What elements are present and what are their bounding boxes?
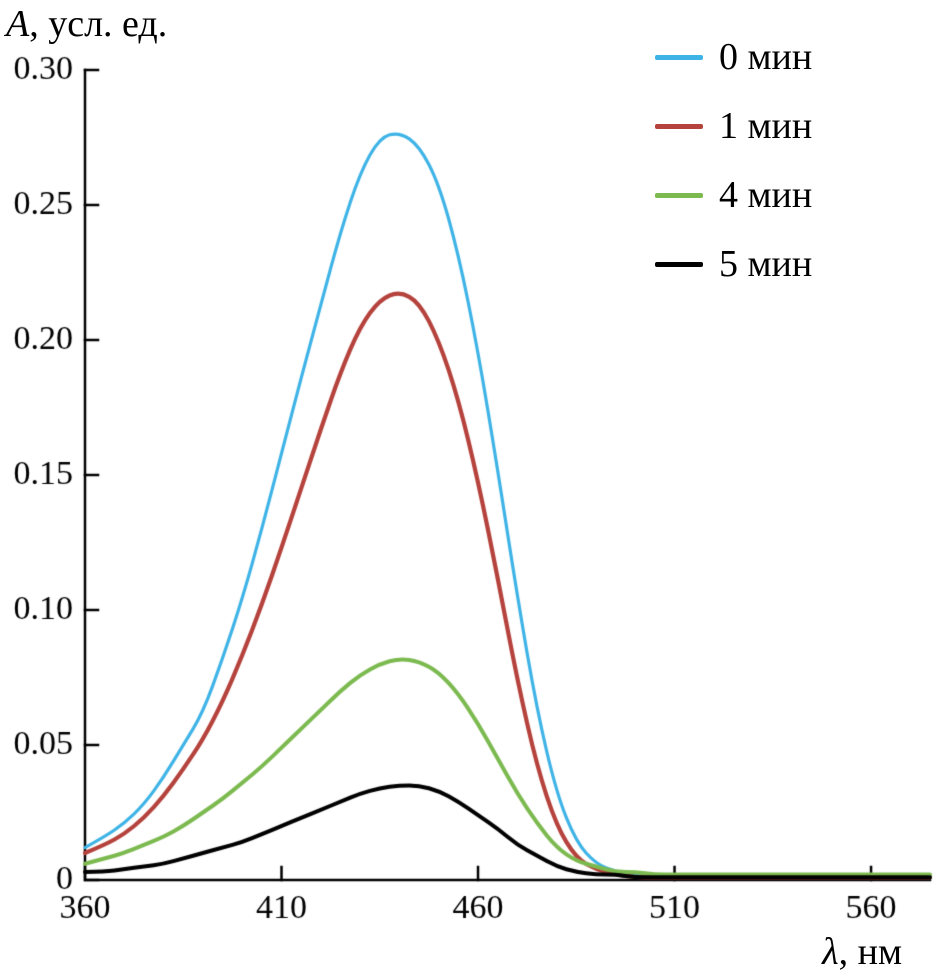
y-axis-title-units: , усл. ед. xyxy=(29,3,168,45)
legend-label: 1 мин xyxy=(719,104,813,147)
x-axis-title-units: , нм xyxy=(838,931,902,973)
x-axis-title: λ, нм xyxy=(822,930,902,974)
legend: 0 мин 1 мин 4 мин 5 мин xyxy=(655,36,813,285)
legend-line-swatch xyxy=(655,124,703,130)
legend-line-swatch xyxy=(655,193,703,199)
legend-label: 5 мин xyxy=(719,242,813,285)
y-axis-title: A, усл. ед. xyxy=(6,2,167,46)
legend-label: 4 мин xyxy=(719,173,813,216)
legend-entry: 4 мин xyxy=(655,173,813,216)
legend-entry: 5 мин xyxy=(655,242,813,285)
legend-line-swatch xyxy=(655,262,703,268)
legend-entry: 0 мин xyxy=(655,36,813,78)
x-axis-title-symbol: λ xyxy=(822,931,839,973)
y-axis-title-symbol: A xyxy=(6,3,30,45)
legend-entry: 1 мин xyxy=(655,104,813,147)
legend-label: 0 мин xyxy=(719,36,813,78)
legend-line-swatch xyxy=(655,55,703,61)
